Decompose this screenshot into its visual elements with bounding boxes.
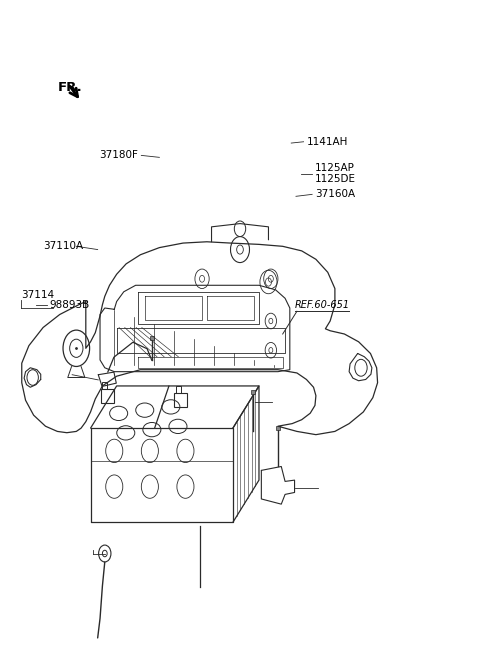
Bar	[174, 393, 187, 407]
Text: 1141AH: 1141AH	[306, 137, 348, 147]
Bar	[100, 388, 114, 403]
Text: FR.: FR.	[57, 81, 82, 94]
Text: 37160A: 37160A	[315, 189, 355, 199]
Text: REF.60-651: REF.60-651	[295, 300, 350, 310]
Text: 1125AP: 1125AP	[315, 163, 355, 174]
Bar	[102, 382, 107, 388]
Text: 98893B: 98893B	[49, 300, 90, 310]
Text: 1125DE: 1125DE	[315, 174, 356, 185]
Bar	[176, 386, 180, 393]
Text: 37110A: 37110A	[43, 241, 83, 252]
Text: 37114: 37114	[21, 290, 54, 300]
Text: 37180F: 37180F	[99, 151, 138, 160]
